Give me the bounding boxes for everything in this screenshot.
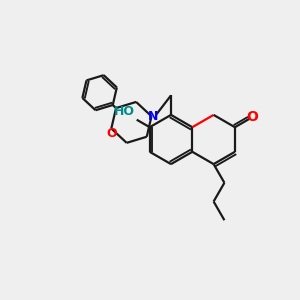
- Text: O: O: [247, 110, 259, 124]
- Text: N: N: [148, 110, 158, 123]
- Text: HO: HO: [114, 105, 135, 118]
- Text: O: O: [106, 128, 117, 140]
